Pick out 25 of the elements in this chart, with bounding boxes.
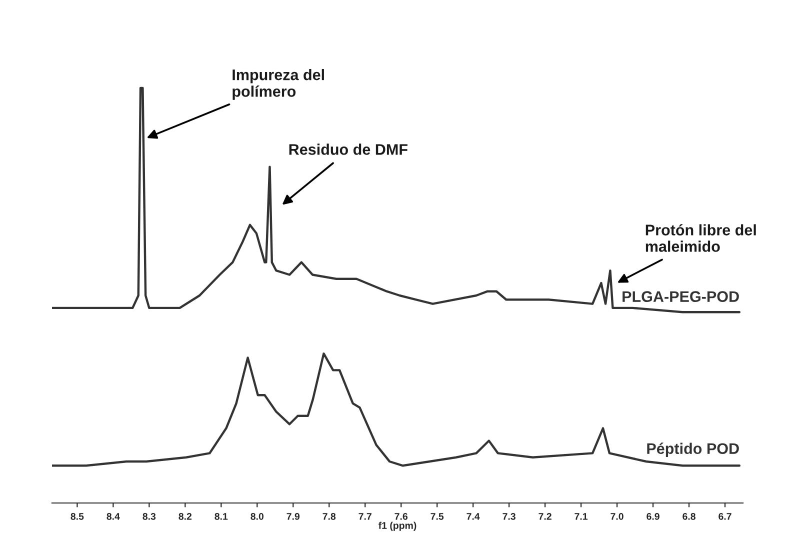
x-tick-label: 8.3 [142, 512, 156, 520]
x-tick-label: 6.9 [646, 512, 660, 520]
annotation: Residuo de DMF [289, 144, 408, 155]
x-tick-label: 7.7 [358, 513, 372, 520]
x-tick-label: 7.0 [610, 512, 624, 520]
x-tick-label: 7.8 [322, 512, 336, 520]
x-tick-label: 7.5 [430, 513, 444, 520]
series-label: Péptido POD [647, 442, 739, 458]
x-tick-label: 7.1 [574, 513, 588, 520]
x-tick-label: 8.2 [178, 512, 192, 520]
annotation: Impureza del polímero [232, 69, 324, 100]
x-tick-label: 6.7 [718, 512, 732, 520]
x-tick-label: 8.4 [106, 512, 120, 520]
x-tick-label: 7.2 [538, 512, 552, 520]
x-tick-label: 6.8 [682, 512, 696, 520]
x-tick-label: 7.4 [466, 513, 480, 520]
x-tick-label: 8.5 [70, 512, 84, 520]
x-axis-title: f1 (ppm) [378, 522, 416, 531]
x-tick-label: 8.1 [214, 512, 228, 520]
x-tick-label: 7.9 [286, 512, 300, 520]
x-tick-label: 7.3 [502, 512, 516, 520]
x-tick-label: 8.0 [250, 512, 264, 520]
series-label: PLGA-PEG-POD [622, 291, 739, 302]
x-tick-label: 7.6 [394, 512, 408, 520]
annotation: Protón libre del maleimido [646, 224, 756, 252]
